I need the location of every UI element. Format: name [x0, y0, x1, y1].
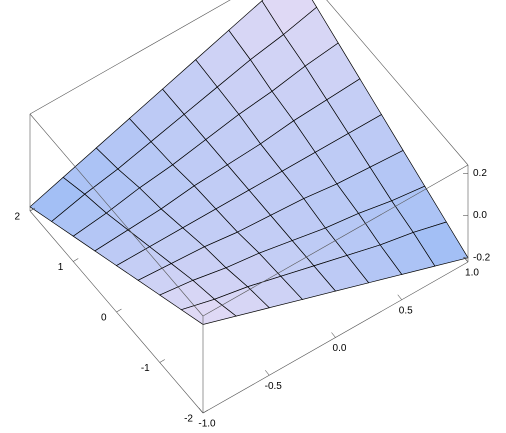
z-tick-label: -0.2	[473, 252, 491, 263]
z-tick-label: 0.0	[473, 210, 487, 221]
x-tick-label: -1	[141, 363, 150, 374]
y-tick	[198, 407, 204, 414]
x-tick	[116, 308, 122, 313]
y-tick	[397, 294, 402, 300]
y-tick-label: -0.5	[265, 381, 283, 392]
x-tick-label: 1	[58, 262, 64, 273]
box-edge	[29, 0, 231, 115]
box-edge	[326, 0, 469, 166]
x-tick	[29, 207, 36, 212]
surface-patch	[180, 298, 237, 325]
x-tick	[159, 359, 165, 363]
y-tick	[331, 332, 336, 338]
y-tick-label: 1.0	[465, 268, 479, 279]
x-tick	[73, 258, 79, 262]
y-tick-label: -1.0	[198, 419, 216, 430]
x-tick-label: 0	[101, 313, 107, 324]
box-edge	[29, 113, 204, 317]
y-tick-label: 0.0	[333, 343, 347, 354]
box-edge	[202, 164, 469, 317]
y-tick-label: 0.5	[399, 305, 413, 316]
x-tick-label: 2	[14, 212, 20, 223]
x-tick-label: -2	[184, 414, 193, 425]
z-tick-label: 0.2	[473, 168, 487, 179]
y-tick	[265, 370, 270, 376]
x-tick	[202, 409, 209, 414]
